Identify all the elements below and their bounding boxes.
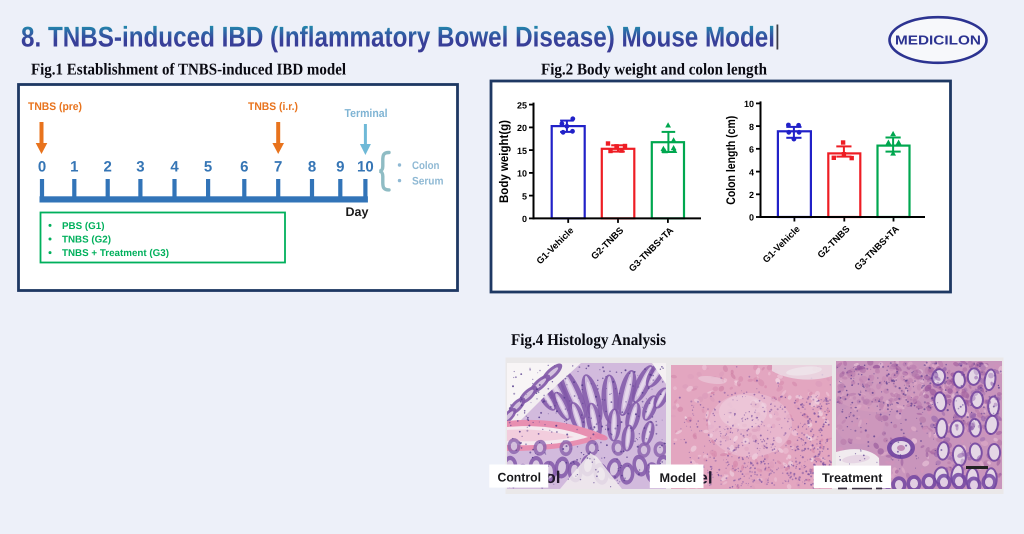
svg-text:TNBS + Treatment (G3): TNBS + Treatment (G3)	[62, 248, 169, 259]
svg-text:Colon length (cm): Colon length (cm)	[724, 116, 738, 205]
svg-text:0: 0	[749, 213, 754, 223]
svg-text:8. TNBS-induced IBD (Inflammat: 8. TNBS-induced IBD (Inflammatory Bowel …	[21, 22, 775, 54]
svg-text:7: 7	[274, 159, 282, 176]
svg-text:TNBS (pre): TNBS (pre)	[28, 101, 82, 113]
svg-text:4: 4	[170, 159, 179, 176]
svg-text:0: 0	[522, 214, 527, 224]
svg-text:10: 10	[517, 169, 527, 179]
svg-text:Terminal: Terminal	[345, 108, 388, 120]
svg-text:10: 10	[357, 159, 374, 176]
svg-text:Colon: Colon	[412, 160, 440, 172]
svg-text:Body weight(g): Body weight(g)	[497, 120, 511, 203]
svg-text:0: 0	[38, 159, 46, 176]
svg-text:Day: Day	[346, 205, 369, 219]
svg-text:2: 2	[749, 190, 754, 200]
svg-text:25: 25	[517, 100, 527, 110]
svg-text:Fig.2 Body weight and colon le: Fig.2 Body weight and colon length	[541, 60, 767, 79]
svg-text:20: 20	[517, 123, 527, 133]
svg-text:3: 3	[136, 159, 144, 176]
svg-text:9: 9	[336, 159, 344, 176]
svg-text:TNBS (i.r.): TNBS (i.r.)	[248, 101, 298, 113]
svg-text:Model: Model	[660, 471, 697, 485]
svg-text:4: 4	[749, 167, 754, 177]
svg-text:5: 5	[522, 191, 527, 201]
svg-text:2: 2	[104, 159, 112, 176]
svg-text:PBS (G1): PBS (G1)	[62, 221, 104, 232]
svg-text:8: 8	[749, 122, 754, 132]
svg-text:Fig.4 Histology Analysis: Fig.4 Histology Analysis	[511, 330, 667, 349]
svg-text:Fig.1 Establishment of TNBS-in: Fig.1 Establishment of TNBS-induced IBD …	[31, 60, 346, 79]
svg-text:TNBS (G2): TNBS (G2)	[62, 234, 111, 245]
svg-text:1: 1	[70, 159, 78, 176]
svg-text:6: 6	[749, 145, 754, 155]
svg-text:Treatment: Treatment	[822, 471, 883, 485]
svg-text:10: 10	[744, 99, 754, 109]
svg-text:15: 15	[517, 146, 527, 156]
svg-text:5: 5	[204, 159, 212, 176]
svg-text:MEDICILON: MEDICILON	[895, 33, 981, 48]
svg-text:6: 6	[240, 159, 248, 176]
svg-text:8: 8	[308, 159, 316, 176]
svg-text:Control: Control	[498, 471, 542, 485]
svg-text:Serum: Serum	[412, 176, 444, 188]
